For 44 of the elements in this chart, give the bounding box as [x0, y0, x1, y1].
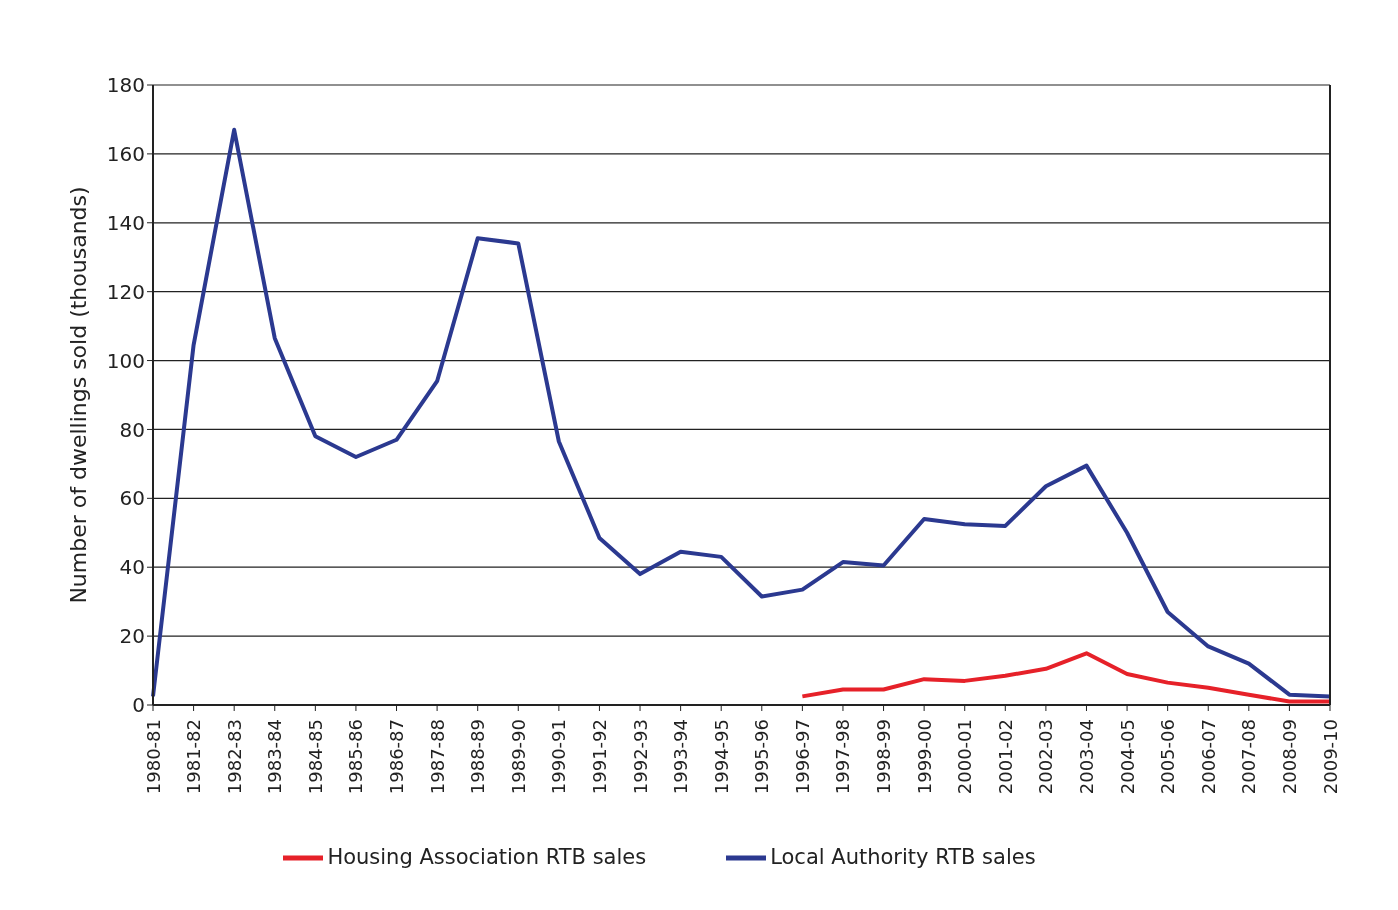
legend-label: Housing Association RTB sales	[327, 845, 647, 869]
x-tick-label: 1999-00	[913, 719, 935, 795]
y-tick-label: 80	[119, 417, 145, 442]
x-tick-label: 2006-07	[1197, 719, 1219, 795]
x-tick-label: 2007-08	[1238, 719, 1260, 795]
x-tick-label: 2001-02	[994, 719, 1016, 795]
x-tick-label: 2000-01	[954, 719, 976, 795]
x-tick-label: 1981-82	[183, 719, 205, 795]
x-tick-label: 2009-10	[1319, 719, 1341, 795]
y-axis-title: Number of dwellings sold (thousands)	[65, 186, 91, 604]
x-tick-label: 2008-09	[1278, 719, 1300, 795]
y-tick-label: 20	[119, 624, 145, 649]
x-tick-label: 1998-99	[873, 719, 895, 795]
x-tick-label: 1986-87	[386, 719, 408, 795]
x-tick-label: 2005-06	[1157, 719, 1179, 795]
x-tick-label: 1987-88	[426, 719, 448, 795]
x-tick-label: 2004-05	[1116, 719, 1138, 795]
y-tick-label: 160	[106, 141, 145, 166]
x-tick-label: 1997-98	[832, 719, 854, 795]
y-tick-label: 180	[106, 73, 145, 98]
x-tick-label: 1995-96	[751, 719, 773, 795]
x-tick-label: 2002-03	[1035, 719, 1057, 795]
x-tick-label: 1996-97	[791, 719, 813, 795]
x-tick-label: 1980-81	[142, 719, 164, 795]
y-tick-label: 0	[132, 693, 145, 718]
x-tick-label: 2003-04	[1075, 719, 1097, 795]
x-tick-label: 1990-91	[548, 719, 570, 795]
x-tick-label: 1989-90	[507, 719, 529, 795]
x-tick-label: 1991-92	[588, 719, 610, 795]
x-tick-label: 1982-83	[223, 719, 245, 795]
legend-label: Local Authority RTB sales	[770, 845, 1036, 869]
x-tick-label: 1984-85	[304, 719, 326, 795]
x-tick-label: 1988-89	[467, 719, 489, 795]
y-tick-label: 40	[119, 555, 145, 580]
x-tick-label: 1983-84	[264, 719, 286, 795]
x-tick-label: 1992-93	[629, 719, 651, 795]
x-tick-label: 1985-86	[345, 719, 367, 795]
y-tick-label: 120	[106, 279, 145, 304]
line-series	[800, 651, 1332, 704]
x-tick-label: 1994-95	[710, 719, 732, 795]
y-tick-label: 140	[106, 210, 145, 235]
x-tick-label: 1993-94	[670, 719, 692, 795]
y-tick-label: 60	[119, 486, 145, 511]
y-tick-label: 100	[106, 348, 145, 373]
